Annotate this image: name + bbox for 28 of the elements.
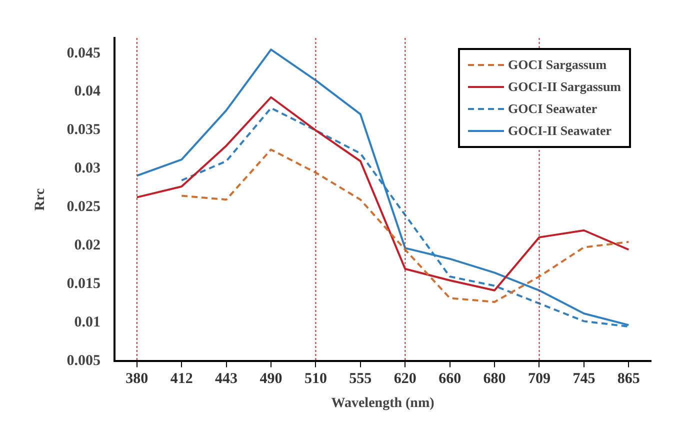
x-tick-label: 680 bbox=[483, 371, 506, 388]
x-tick-label: 490 bbox=[260, 371, 282, 388]
x-tick-label: 380 bbox=[126, 371, 148, 388]
legend-label: GOCI Sargassum bbox=[508, 57, 607, 73]
x-tick-label: 443 bbox=[215, 371, 238, 388]
x-tick-label: 660 bbox=[438, 371, 462, 388]
x-axis-title: Wavelength (nm) bbox=[331, 396, 435, 412]
y-axis-title: Rrc bbox=[33, 188, 48, 211]
x-tick-label: 709 bbox=[528, 371, 550, 388]
y-tick-label: 0.045 bbox=[66, 45, 101, 62]
x-tick-label: 620 bbox=[394, 371, 416, 388]
y-tick-label: 0.025 bbox=[66, 199, 101, 216]
legend-label: GOCI-II Seawater bbox=[508, 123, 612, 139]
y-tick-label: 0.015 bbox=[66, 276, 101, 292]
y-tick-label: 0.005 bbox=[66, 353, 101, 370]
legend-label: GOCI-II Sargassum bbox=[508, 79, 621, 95]
x-tick-label: 865 bbox=[617, 371, 640, 388]
y-tick-label: 0.02 bbox=[74, 238, 101, 254]
legend-label: GOCI Seawater bbox=[508, 101, 598, 117]
x-tick-label: 555 bbox=[349, 371, 372, 388]
y-tick-label: 0.03 bbox=[74, 160, 101, 177]
y-tick-label: 0.04 bbox=[74, 84, 102, 100]
y-tick-label: 0.035 bbox=[66, 122, 101, 138]
x-tick-label: 745 bbox=[572, 371, 596, 388]
line-series bbox=[180, 148, 630, 303]
y-tick-label: 0.01 bbox=[74, 314, 101, 331]
x-tick-label: 510 bbox=[304, 371, 327, 388]
x-tick-label: 412 bbox=[170, 371, 193, 388]
